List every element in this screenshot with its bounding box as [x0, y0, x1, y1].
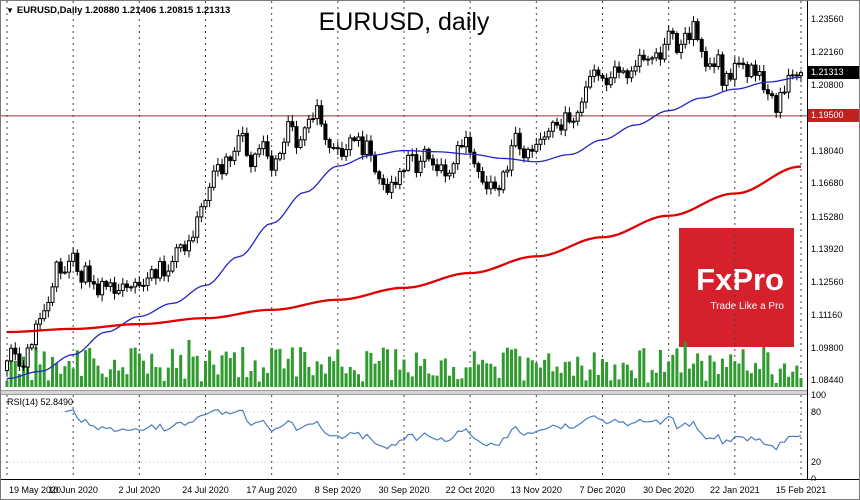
price-axis[interactable]: 1.21313 1.19500 1.23560 1.22160 1.20800 1.1… [807, 1, 859, 484]
date-label: 22 Jan 2021 [710, 485, 760, 495]
date-label: 15 Feb 2021 [775, 485, 827, 495]
candlestick-series [5, 16, 803, 377]
rsi-axis-label: 20 [811, 457, 822, 468]
date-label: 8 Sep 2020 [314, 485, 361, 495]
date-label: 30 Dec 2020 [643, 485, 695, 495]
date-label: 17 Aug 2020 [246, 485, 297, 495]
fxpro-tagline: Trade Like a Pro [710, 300, 784, 312]
date-label: 13 Nov 2020 [510, 485, 562, 495]
date-label: 7 Dec 2020 [579, 485, 626, 495]
fxpro-wordmark: FxPro [696, 261, 784, 297]
symbol-ohlc-header: ▼ EURUSD,Daily 1.20880 1.21406 1.20815 1.… [6, 5, 230, 16]
chart-title: EURUSD, daily [318, 8, 490, 36]
rsi-axis-label: 0 [811, 474, 817, 484]
pane-separator[interactable] [1, 390, 859, 395]
fxpro-logo: FxPro Trade Like a Pro [679, 228, 794, 347]
price-axis-label: 1.18040 [811, 145, 844, 156]
rsi-indicator-label: RSI(14) 52.8490 [7, 397, 74, 407]
time-axis-divider [1, 479, 859, 480]
date-label: 19 May 2020 [8, 485, 62, 495]
volume-bars [5, 339, 803, 387]
candlestick-chart[interactable] [1, 1, 807, 390]
price-axis-label: 1.08440 [811, 375, 844, 385]
symbol-marker-icon: ▼ [6, 6, 14, 15]
price-axis-label: 1.20800 [811, 79, 844, 90]
price-axis-label: 1.22160 [811, 47, 844, 58]
price-axis-label: 1.11160 [811, 310, 843, 321]
vertical-gridlines [6, 1, 802, 389]
date-label: 2 Jul 2020 [118, 485, 161, 495]
date-label: 22 Oct 2020 [445, 485, 495, 495]
rsi-line [64, 408, 802, 451]
price-axis-label: 1.15280 [811, 211, 844, 222]
price-axis-label: 1.13920 [811, 244, 844, 255]
date-label: 30 Sep 2020 [378, 485, 430, 495]
price-axis-label: 1.09800 [811, 342, 844, 353]
ma-fast-line [6, 76, 802, 380]
price-axis-label: 1.23560 [811, 14, 844, 24]
level-price-badge: 1.19500 [808, 109, 859, 123]
date-label: 24 Jul 2020 [182, 485, 229, 495]
time-axis[interactable]: 19 May 2020 10 Jun 2020 2 Jul 2020 24 Jul 2… [1, 481, 859, 499]
symbol-ohlc-text: EURUSD,Daily 1.20880 1.21406 1.20815 1.2… [16, 5, 231, 16]
ma-slow-line [6, 165, 802, 334]
price-axis-label: 1.16680 [811, 178, 844, 189]
date-label: 10 Jun 2020 [48, 485, 98, 495]
current-price-badge: 1.21313 [808, 66, 859, 80]
rsi-axis-label: 80 [811, 406, 822, 417]
vertical-gridlines-rsi [6, 395, 802, 479]
price-axis-label: 1.12560 [811, 276, 844, 287]
rsi-indicator-chart[interactable] [1, 395, 807, 479]
rsi-axis-label: 100 [811, 390, 827, 400]
